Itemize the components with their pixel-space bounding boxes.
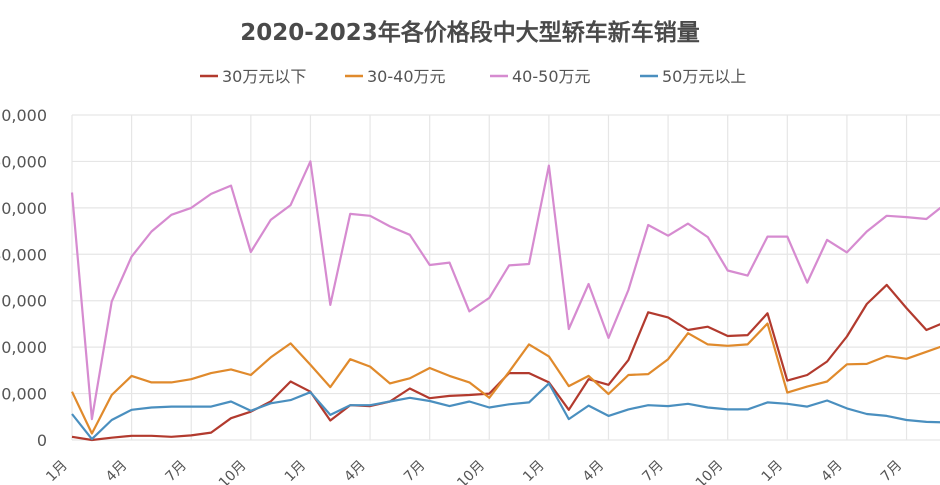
y-tick-label: 60,000 <box>0 152 47 171</box>
y-tick-label: 40,000 <box>0 245 47 264</box>
y-tick-label: 10,000 <box>0 385 47 404</box>
x-tick-label: 4月 <box>580 458 608 485</box>
y-tick-label: 0 <box>37 431 47 450</box>
x-tick-label: 7月 <box>163 458 191 485</box>
x-tick-label: 7月 <box>878 458 906 485</box>
x-tick-label: 1月 <box>759 458 787 485</box>
x-tick-label: 10月 <box>693 458 727 485</box>
legend-item: 30-40万元 <box>345 67 446 86</box>
series-line-2 <box>70 160 940 421</box>
x-tick-label: 4月 <box>818 458 846 485</box>
legend-item: 30万元以下 <box>200 67 306 86</box>
legend: 30万元以下 30-40万元 40-50万元 50万元以上 <box>200 67 746 86</box>
y-axis: 0 10,000 20,000 30,000 40,000 50,000 60,000 70,… <box>0 106 47 450</box>
legend-label: 30-40万元 <box>367 67 446 86</box>
x-tick-label: 1月 <box>43 458 71 485</box>
x-tick-label: 4月 <box>341 458 369 485</box>
series-line-3 <box>71 382 940 441</box>
series-line-1 <box>71 322 940 435</box>
x-tick-label: 10月 <box>216 458 250 485</box>
chart-title: 2020-2023年各价格段中大型轿车新车销量 <box>240 19 700 46</box>
series-lines <box>70 160 940 442</box>
x-axis: 1月 4月 7月 10月 1月 4月 7月 10月 1月 4月 7月 10月 1月 4月 7月 <box>43 458 905 485</box>
legend-item: 50万元以上 <box>640 67 746 86</box>
legend-item: 40-50万元 <box>490 67 591 86</box>
x-tick-label: 7月 <box>401 458 429 485</box>
legend-label: 40-50万元 <box>512 67 591 86</box>
x-tick-label: 4月 <box>103 458 131 485</box>
x-tick-label: 1月 <box>520 458 548 485</box>
x-tick-label: 1月 <box>282 458 310 485</box>
x-tick-label: 10月 <box>454 458 488 485</box>
gridlines <box>71 114 940 441</box>
legend-label: 30万元以下 <box>222 67 306 86</box>
legend-label: 50万元以上 <box>662 67 746 86</box>
series-line-0 <box>71 283 940 442</box>
y-tick-label: 70,000 <box>0 106 47 125</box>
x-tick-label: 7月 <box>639 458 667 485</box>
y-tick-label: 30,000 <box>0 292 47 311</box>
y-tick-label: 20,000 <box>0 338 47 357</box>
y-tick-label: 50,000 <box>0 199 47 218</box>
